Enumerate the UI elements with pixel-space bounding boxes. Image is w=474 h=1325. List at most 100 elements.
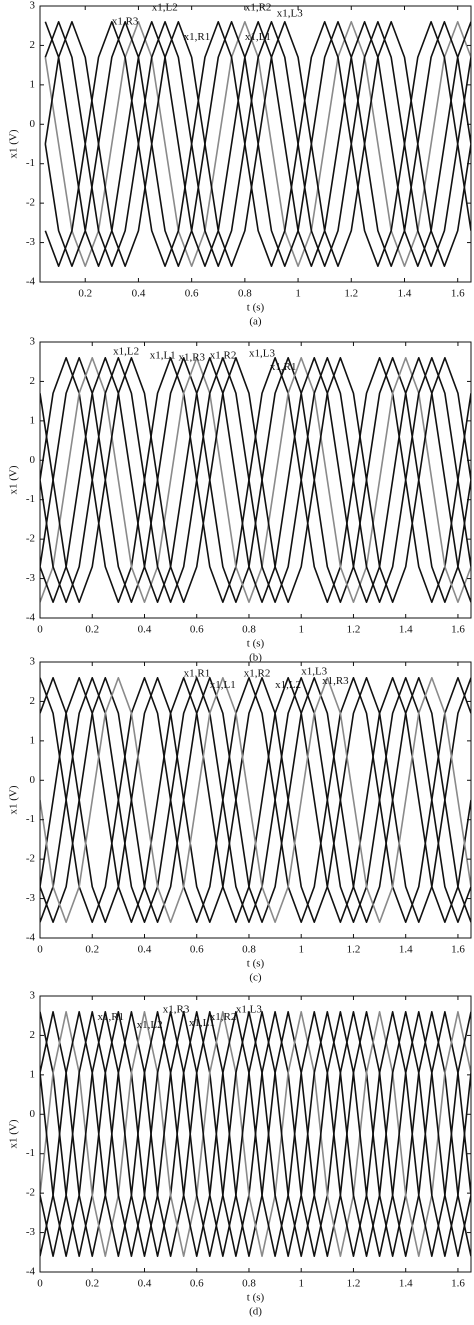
plot-area (40, 356, 471, 604)
y-tick-label: -4 (26, 1266, 36, 1278)
x-tick-label: 1.4 (399, 624, 413, 636)
y-tick-label: 0 (30, 118, 36, 130)
x-tick-label: 0.2 (85, 944, 99, 956)
x-tick-label: 1.4 (399, 1278, 413, 1290)
y-tick-label: -1 (26, 157, 35, 169)
y-tick-label: -3 (26, 1226, 36, 1238)
x-tick-label: 0.4 (138, 944, 152, 956)
series-line (44, 20, 471, 268)
x-tick-label: 0.6 (190, 944, 204, 956)
x-tick-label: 0.8 (238, 288, 252, 300)
series-label: x1,R3 (163, 1003, 190, 1015)
x-tick-label: 1.6 (451, 944, 465, 956)
series-label: x1,R1 (184, 667, 211, 679)
x-tick-label: 1.4 (399, 944, 413, 956)
y-tick-label: 1 (30, 734, 36, 746)
x-tick-label: 1.2 (344, 288, 358, 300)
series-line (40, 1010, 471, 1258)
y-tick-label: -1 (26, 493, 35, 505)
series-label: x1,R2 (210, 349, 237, 361)
x-tick-label: 1 (298, 1278, 304, 1290)
series-label: x1,R2 (245, 2, 272, 14)
x-tick-label: 1.2 (347, 624, 361, 636)
series-label: x1,L1 (150, 349, 176, 361)
y-tick-label: -2 (26, 1187, 35, 1199)
y-tick-label: 0 (30, 774, 36, 786)
axes-frame (39, 5, 472, 283)
x-tick-label: 0 (37, 624, 43, 636)
x-tick-label: 1.6 (451, 288, 465, 300)
y-axis-label: x1 (V) (8, 129, 20, 158)
x-axis-label: t (s) (247, 302, 265, 314)
y-axis-label: x1 (V) (8, 465, 20, 494)
series-line (40, 356, 471, 604)
series-line (44, 20, 471, 268)
series-label: x1,L2 (137, 1019, 163, 1031)
series-label: x1,L2 (113, 345, 139, 357)
y-axis-label: x1 (V) (8, 1119, 20, 1148)
x-tick-label: 1 (298, 624, 304, 636)
series-label: x1,L3 (249, 347, 275, 359)
y-tick-label: -4 (26, 276, 36, 288)
x-axis-label: t (s) (247, 638, 265, 650)
y-tick-label: 0 (30, 454, 36, 466)
x-tick-label: 0.4 (132, 288, 146, 300)
x-tick-label: 0.8 (242, 1278, 256, 1290)
y-tick-label: 2 (30, 695, 36, 707)
y-tick-label: -2 (26, 853, 35, 865)
plot-area (40, 676, 471, 924)
x-tick-label: 0.2 (78, 288, 92, 300)
x-tick-label: 0.4 (138, 624, 152, 636)
y-tick-label: 1 (30, 1068, 36, 1080)
x-tick-label: 1.2 (347, 944, 361, 956)
y-tick-label: -4 (26, 612, 36, 624)
y-tick-label: -3 (26, 236, 36, 248)
axes-frame (39, 341, 472, 619)
x-tick-label: 0.6 (185, 288, 199, 300)
series-label: x1,R1 (270, 361, 297, 373)
x-axis-label: t (s) (247, 1292, 265, 1304)
series-label: x1,R1 (97, 1011, 124, 1023)
series-label: x1,R2 (244, 667, 271, 679)
series-label: x1,L1 (189, 1017, 215, 1029)
series-label: x1,L3 (277, 7, 303, 19)
axes-frame (39, 661, 472, 939)
x-tick-label: 0.4 (138, 1278, 152, 1290)
y-tick-label: -1 (26, 1147, 35, 1159)
x-tick-label: 0 (37, 944, 43, 956)
x-tick-label: 0.6 (190, 1278, 204, 1290)
y-tick-label: 2 (30, 375, 36, 387)
plot-area (44, 20, 471, 268)
y-tick-label: 2 (30, 1029, 36, 1041)
series-line (44, 20, 471, 268)
y-tick-label: -1 (26, 813, 35, 825)
x-tick-label: 0 (37, 1278, 43, 1290)
y-tick-label: 1 (30, 414, 36, 426)
series-label: x1,L1 (245, 31, 271, 43)
y-tick-label: 3 (30, 336, 36, 348)
x-tick-label: 1.6 (451, 1278, 465, 1290)
series-line (44, 20, 471, 268)
x-tick-label: 1.4 (398, 288, 412, 300)
y-tick-label: -2 (26, 533, 35, 545)
x-tick-label: 0.8 (242, 944, 256, 956)
series-label: x1,R3 (322, 675, 349, 687)
y-tick-label: 3 (30, 656, 36, 668)
series-label: x1,L2 (275, 679, 301, 691)
series-label: x1,L2 (152, 2, 178, 14)
x-tick-label: 1.2 (347, 1278, 361, 1290)
series-label: x1,L1 (210, 679, 236, 691)
x-tick-label: 1 (295, 288, 301, 300)
series-label: x1,R3 (178, 351, 205, 363)
y-tick-label: 0 (30, 1108, 36, 1120)
y-tick-label: -3 (26, 892, 36, 904)
x-tick-label: 1 (298, 944, 304, 956)
plot-area (40, 1010, 471, 1258)
y-tick-label: 3 (30, 0, 36, 12)
x-tick-label: 1.6 (451, 624, 465, 636)
caption: (b) (249, 652, 262, 664)
series-label: x1,R3 (112, 15, 139, 27)
y-tick-label: 2 (30, 39, 36, 51)
axes-frame (39, 995, 472, 1273)
